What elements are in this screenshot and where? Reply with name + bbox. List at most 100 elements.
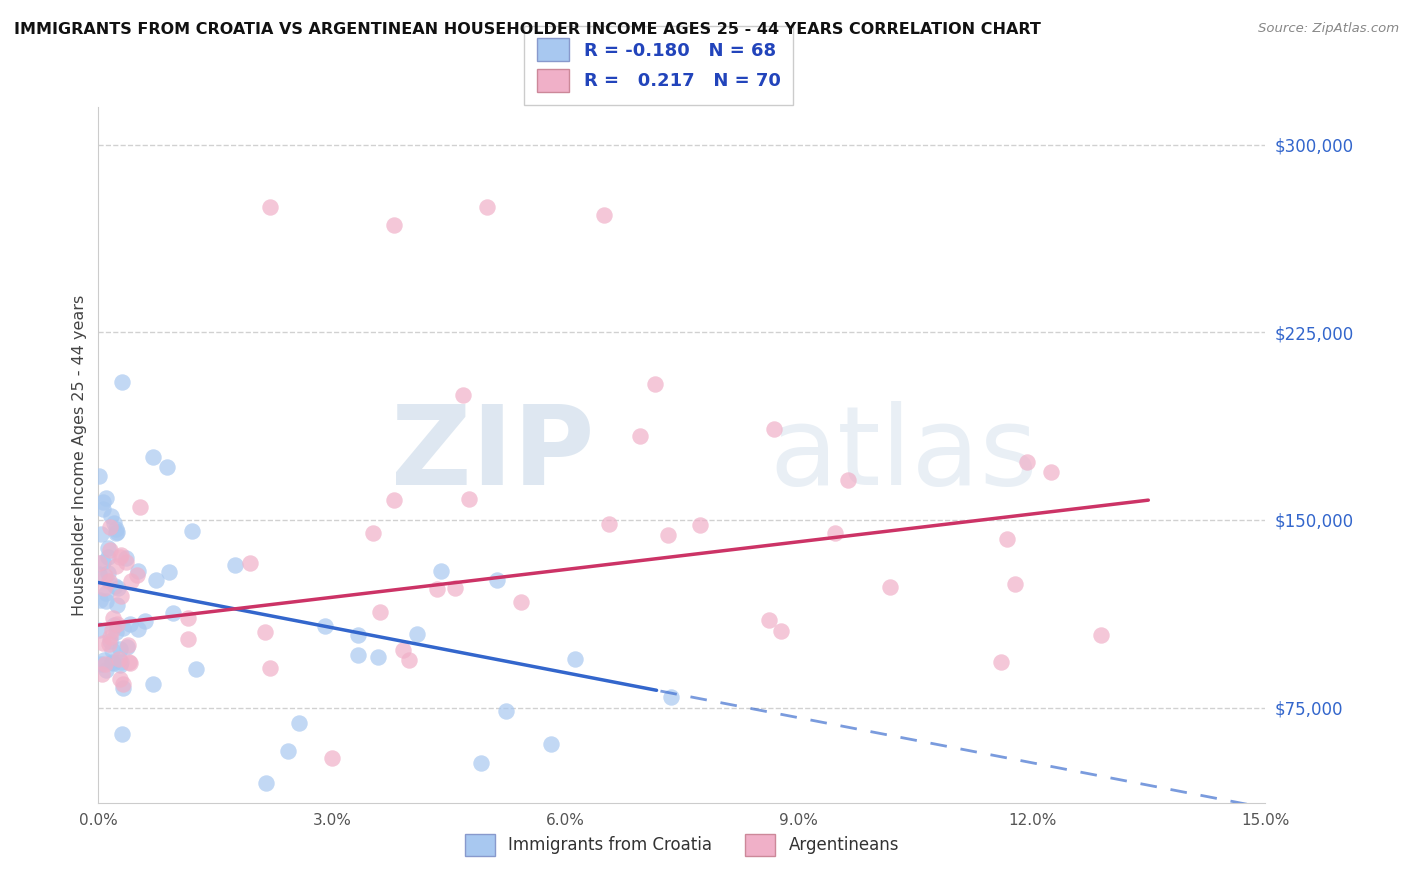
Point xyxy=(277,744,299,758)
Point xyxy=(87,623,110,637)
Point xyxy=(90,667,112,681)
Point xyxy=(368,606,391,620)
Point xyxy=(103,516,125,531)
Point xyxy=(107,525,129,540)
Point xyxy=(115,555,138,569)
Point xyxy=(346,648,368,662)
Point xyxy=(1004,576,1026,591)
Point xyxy=(89,469,111,483)
Point xyxy=(87,567,110,582)
Point xyxy=(105,558,128,573)
Point xyxy=(127,568,149,582)
Point xyxy=(98,520,121,534)
Point xyxy=(101,623,124,637)
Point xyxy=(384,492,406,507)
Point xyxy=(94,657,117,671)
Point xyxy=(108,651,131,665)
Point xyxy=(115,640,138,654)
Point xyxy=(91,555,114,569)
Point xyxy=(145,573,167,587)
Point xyxy=(127,623,149,637)
Point xyxy=(98,633,121,648)
Point xyxy=(96,549,118,564)
Point xyxy=(114,551,136,566)
Point xyxy=(426,582,449,596)
Point xyxy=(177,632,200,646)
Point xyxy=(111,621,134,635)
Point xyxy=(105,525,128,540)
Point xyxy=(94,569,117,583)
Point xyxy=(509,594,531,608)
Point xyxy=(94,491,117,506)
Point xyxy=(91,501,114,516)
Point xyxy=(112,677,135,691)
Point xyxy=(406,626,429,640)
Point xyxy=(118,655,141,669)
Point xyxy=(107,581,129,595)
Point xyxy=(451,388,474,402)
Point xyxy=(127,565,149,579)
Point xyxy=(770,624,793,639)
Point xyxy=(659,690,682,704)
Point xyxy=(108,550,131,565)
Point xyxy=(457,491,479,506)
Point xyxy=(157,565,180,579)
Point xyxy=(346,627,368,641)
Point xyxy=(758,613,780,627)
Point xyxy=(129,500,152,514)
Point xyxy=(98,630,121,644)
Point xyxy=(108,658,131,673)
Point xyxy=(593,208,616,222)
Point xyxy=(477,200,499,214)
Point xyxy=(254,776,277,790)
Y-axis label: Householder Income Ages 25 - 44 years: Householder Income Ages 25 - 44 years xyxy=(72,294,87,615)
Point xyxy=(110,727,132,741)
Point xyxy=(103,656,125,670)
Point xyxy=(98,542,121,557)
Point xyxy=(120,657,142,671)
Point xyxy=(108,642,131,657)
Point xyxy=(104,579,127,593)
Text: atlas: atlas xyxy=(769,401,1038,508)
Point xyxy=(321,750,343,764)
Point xyxy=(118,617,141,632)
Point xyxy=(367,650,389,665)
Point xyxy=(93,581,115,595)
Point xyxy=(184,662,207,676)
Point xyxy=(90,657,112,671)
Legend: Immigrants from Croatia, Argentineans: Immigrants from Croatia, Argentineans xyxy=(457,826,907,864)
Point xyxy=(91,636,114,650)
Point xyxy=(87,556,110,570)
Point xyxy=(224,558,246,573)
Point xyxy=(564,652,586,666)
Point xyxy=(98,574,121,588)
Point xyxy=(392,643,415,657)
Point xyxy=(363,526,385,541)
Point xyxy=(110,548,132,562)
Point xyxy=(120,574,142,588)
Point xyxy=(97,541,120,555)
Point xyxy=(470,756,492,770)
Point xyxy=(485,574,508,588)
Point xyxy=(104,522,127,536)
Point xyxy=(398,653,420,667)
Point xyxy=(105,599,128,613)
Point xyxy=(598,516,620,531)
Point xyxy=(287,716,309,731)
Point xyxy=(444,581,467,595)
Point xyxy=(259,660,281,674)
Point xyxy=(1015,455,1038,469)
Point xyxy=(1090,628,1112,642)
Point xyxy=(90,527,112,541)
Point xyxy=(101,611,124,625)
Point xyxy=(382,218,405,232)
Point xyxy=(824,526,846,541)
Point xyxy=(117,638,139,652)
Point xyxy=(96,566,118,580)
Point xyxy=(1039,465,1062,479)
Point xyxy=(94,594,117,608)
Point xyxy=(104,624,127,639)
Point xyxy=(100,509,122,524)
Point xyxy=(142,676,165,690)
Point xyxy=(628,429,651,443)
